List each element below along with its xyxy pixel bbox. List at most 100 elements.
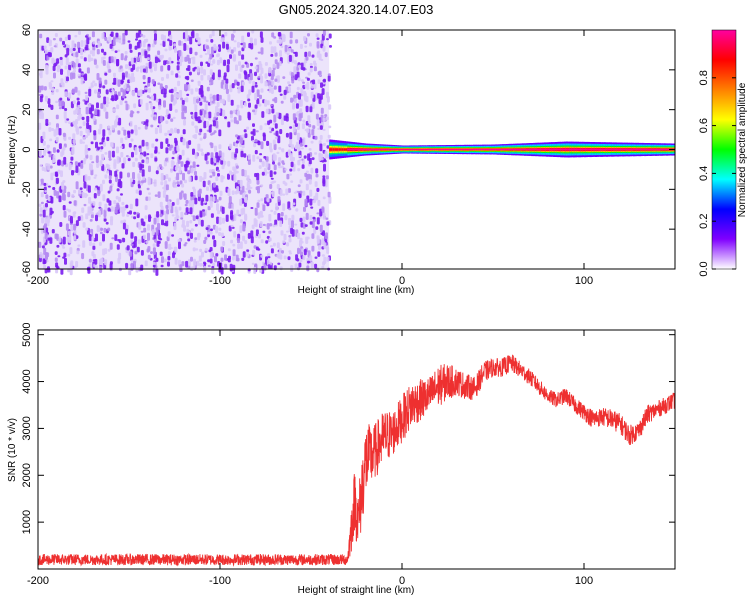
signal-cell: [380, 149, 383, 150]
noise-cell: [260, 184, 264, 187]
noise-cell: [269, 245, 273, 248]
spectrogram-x-tick-label: 0: [399, 275, 405, 287]
noise-cell: [264, 99, 268, 107]
noise-cell: [286, 52, 290, 56]
noise-cell: [133, 57, 137, 63]
noise-cell: [157, 50, 161, 56]
snr-series: [37, 354, 676, 567]
noise-cell: [275, 130, 279, 137]
noise-cell: [148, 192, 151, 195]
noise-cell: [190, 111, 194, 115]
noise-cell: [70, 225, 74, 232]
noise-cell: [176, 61, 180, 65]
noise-cell: [100, 103, 104, 109]
noise-cell: [89, 50, 93, 55]
noise-cell: [135, 38, 138, 41]
noise-cell: [194, 104, 198, 111]
noise-cell: [83, 75, 87, 81]
noise-cell: [67, 34, 71, 41]
noise-cell: [102, 56, 106, 60]
noise-cell: [131, 72, 135, 80]
noise-cell: [253, 266, 257, 274]
noise-cell: [102, 60, 106, 66]
noise-cell: [260, 141, 264, 150]
noise-cell: [210, 228, 213, 232]
noise-cell: [157, 151, 161, 155]
noise-cell: [42, 131, 46, 140]
noise-cell: [244, 197, 248, 203]
noise-cell: [236, 120, 239, 125]
noise-cell: [321, 88, 325, 95]
noise-cell: [314, 135, 318, 140]
noise-cell: [276, 75, 280, 83]
noise-cell: [322, 196, 326, 200]
noise-cell: [72, 100, 76, 105]
noise-cell: [205, 114, 209, 119]
noise-cell: [314, 256, 318, 259]
noise-cell: [309, 65, 313, 69]
signal-cell: [523, 148, 527, 151]
noise-cell: [318, 96, 322, 105]
noise-cell: [162, 40, 166, 47]
noise-cell: [232, 54, 236, 61]
noise-cell: [248, 189, 252, 194]
noise-cell: [270, 104, 273, 107]
noise-cell: [176, 181, 180, 185]
noise-cell: [305, 56, 309, 61]
noise-cell: [181, 100, 185, 105]
noise-cell: [278, 32, 282, 37]
noise-cell: [242, 42, 246, 49]
noise-cell: [73, 235, 77, 240]
noise-cell: [197, 116, 201, 124]
noise-cell: [322, 212, 326, 220]
noise-cell: [129, 178, 133, 183]
noise-cell: [73, 200, 77, 206]
noise-cell: [139, 154, 143, 159]
noise-cell: [170, 128, 174, 133]
noise-cell: [170, 168, 173, 173]
spectrogram-y-tick-label: -60: [21, 261, 33, 277]
noise-cell: [146, 95, 150, 98]
noise-cell: [53, 62, 57, 67]
noise-cell: [119, 146, 123, 149]
signal-cell: [516, 148, 519, 151]
noise-cell: [223, 59, 227, 66]
noise-cell: [79, 130, 83, 137]
noise-cell: [165, 114, 168, 118]
noise-cell: [320, 43, 324, 49]
noise-cell: [202, 209, 205, 212]
noise-cell: [309, 63, 313, 66]
noise-cell: [125, 204, 129, 209]
noise-cell: [301, 123, 305, 130]
noise-cell: [45, 123, 49, 126]
noise-cell: [68, 209, 71, 213]
noise-cell: [210, 157, 214, 165]
noise-cell: [187, 259, 191, 267]
signal-cell: [341, 148, 345, 151]
noise-cell: [103, 142, 106, 147]
noise-cell: [326, 96, 330, 103]
noise-cell: [191, 121, 195, 126]
noise-cell: [205, 39, 209, 43]
noise-cell: [192, 161, 196, 168]
noise-cell: [50, 172, 54, 181]
noise-cell: [305, 105, 309, 113]
noise-cell: [176, 145, 180, 152]
noise-cell: [188, 176, 192, 183]
noise-cell: [80, 163, 84, 169]
signal-cell: [545, 148, 548, 151]
noise-cell: [85, 154, 89, 159]
noise-cell: [238, 61, 241, 67]
noise-cell: [320, 82, 323, 88]
noise-cell: [75, 261, 79, 268]
noise-cell: [91, 236, 95, 241]
noise-cell: [140, 180, 144, 184]
noise-cell: [162, 190, 166, 198]
noise-cell: [309, 67, 313, 73]
noise-cell: [115, 32, 119, 38]
noise-cell: [100, 258, 104, 266]
noise-cell: [283, 233, 287, 241]
signal-cell: [427, 149, 430, 150]
noise-cell: [266, 223, 270, 230]
